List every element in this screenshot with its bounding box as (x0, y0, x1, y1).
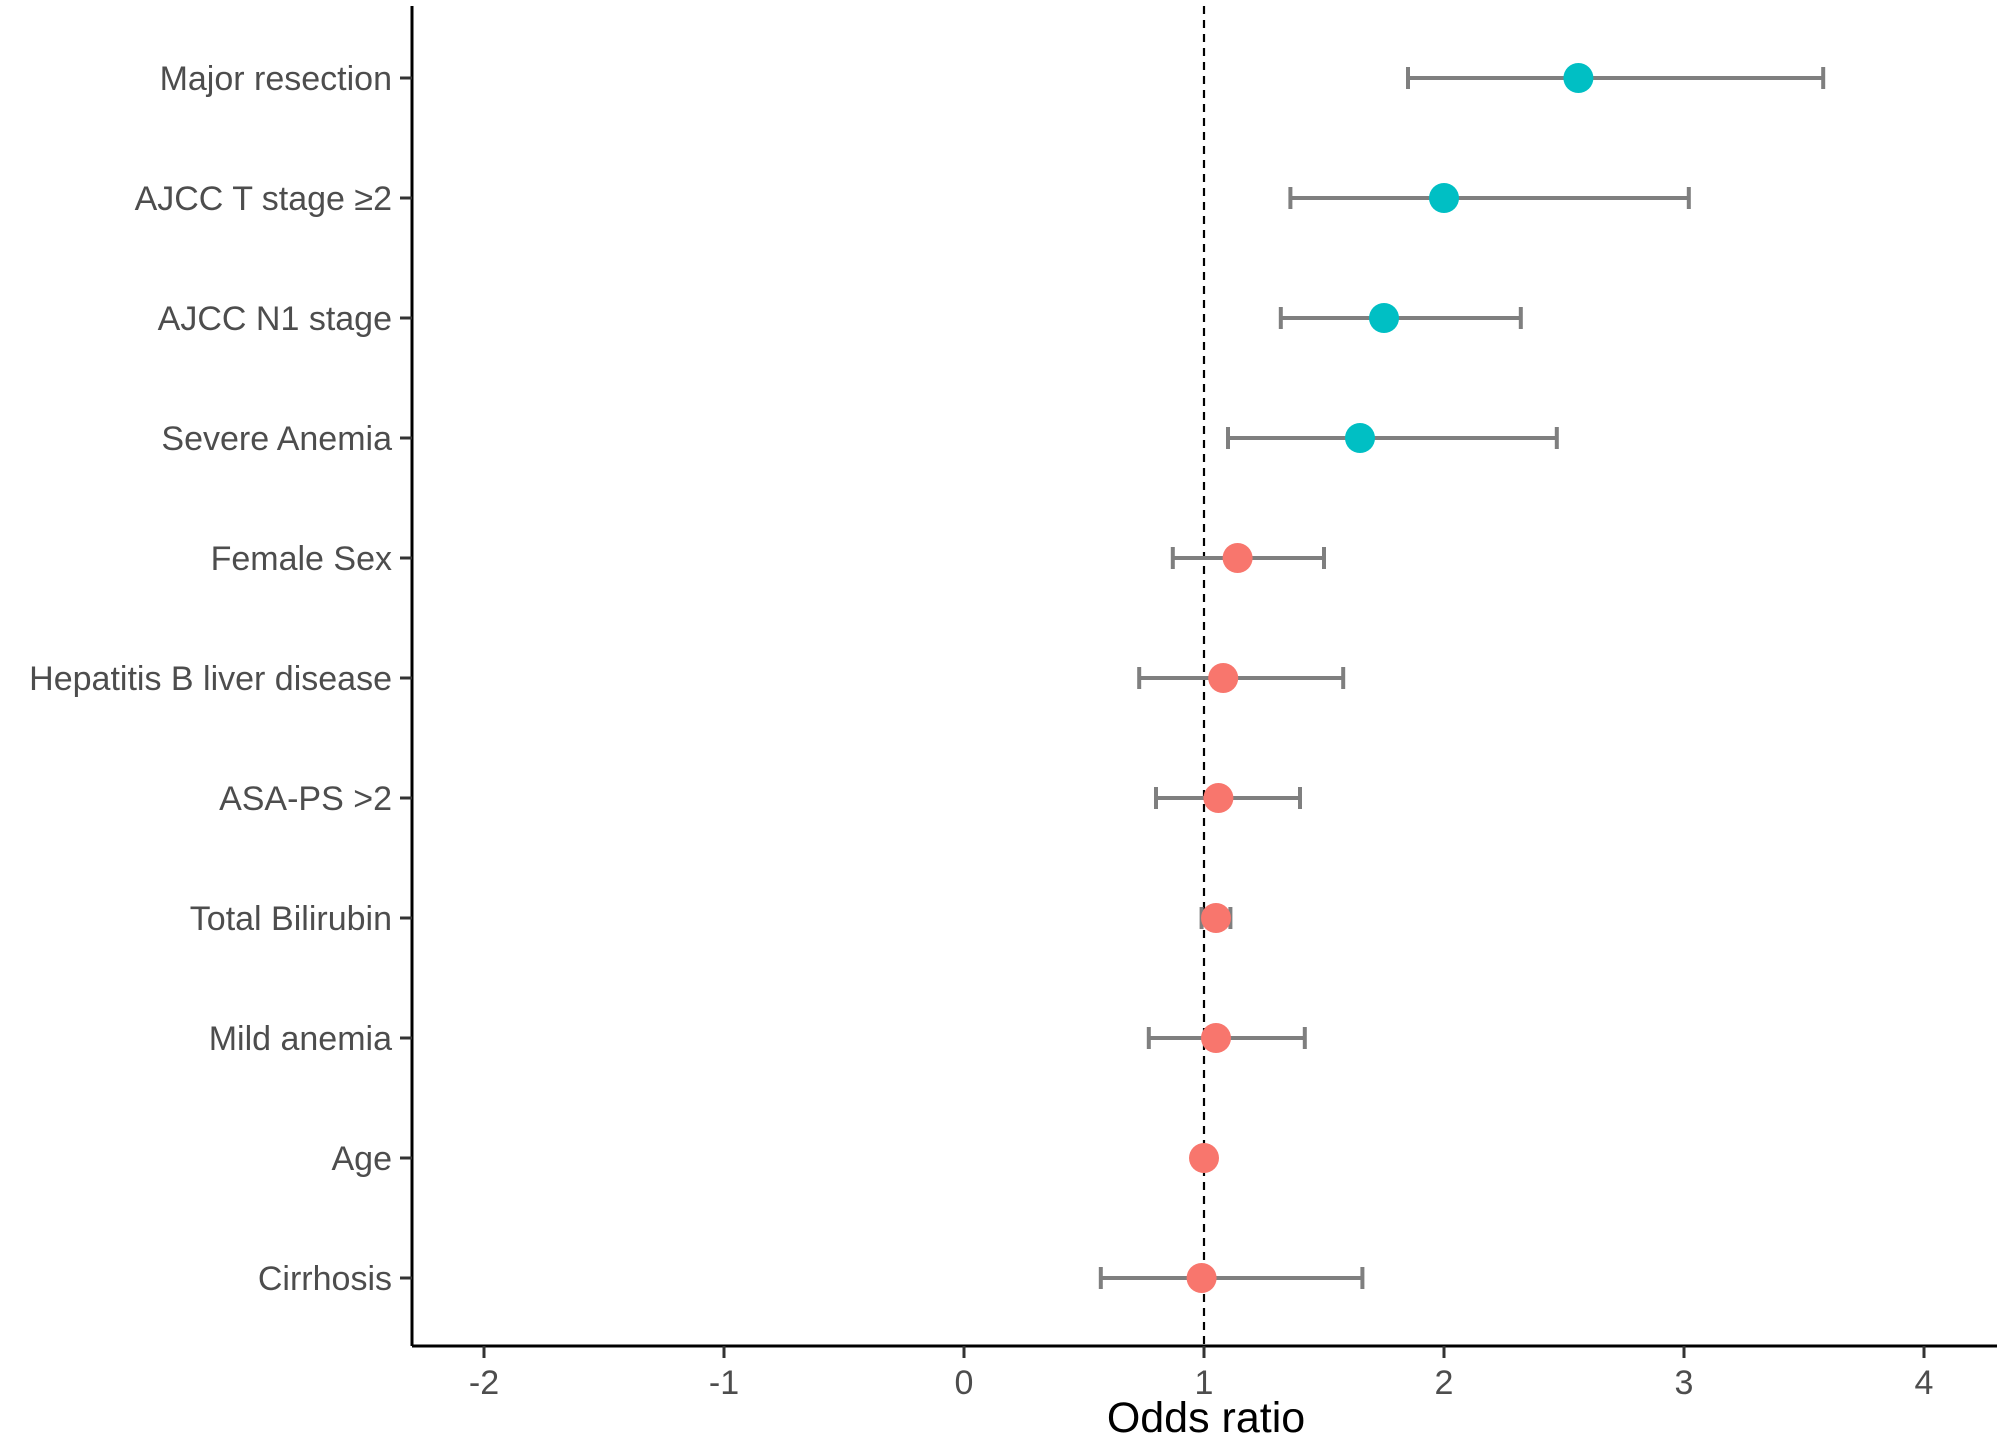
error-bar (1278, 307, 1523, 329)
category-label: AJCC N1 stage (158, 300, 392, 338)
point-estimate (1222, 543, 1253, 573)
point-estimate (1203, 783, 1234, 813)
category-label: Female Sex (211, 540, 392, 578)
y-ticks-layer: Major resection AJCC T stage ≥2 AJCC N1 st… (29, 60, 412, 1298)
point-estimate (1208, 663, 1239, 693)
x-tick-label: 2 (1435, 1364, 1454, 1402)
category-label: ASA-PS >2 (219, 780, 392, 818)
category-label: Age (332, 1140, 393, 1178)
error-bar (1226, 427, 1559, 449)
x-tick-label: -1 (709, 1364, 739, 1402)
point-estimate (1186, 1263, 1217, 1293)
point-estimate (1369, 303, 1399, 333)
category-label: Severe Anemia (161, 420, 392, 458)
x-tick-label: -2 (469, 1364, 499, 1402)
category-label: Major resection (160, 60, 392, 98)
category-label: Cirrhosis (258, 1260, 392, 1298)
point-estimate (1563, 63, 1594, 93)
category-label: Total Bilirubin (190, 900, 392, 938)
point-estimate (1345, 423, 1375, 453)
category-label: Hepatitis B liver disease (29, 660, 392, 698)
x-tick-label: 1 (1195, 1364, 1214, 1402)
category-label: AJCC T stage ≥2 (135, 180, 392, 218)
points-layer (1186, 63, 1594, 1293)
error-bar (1137, 667, 1346, 689)
x-ticks-layer: -2 -1 0 1 2 3 4 (469, 1346, 1934, 1402)
x-tick-label: 3 (1675, 1364, 1694, 1402)
x-tick-label: 4 (1915, 1364, 1934, 1402)
category-label: Mild anemia (209, 1020, 392, 1058)
point-estimate (1429, 183, 1459, 213)
x-tick-label: 0 (955, 1364, 974, 1402)
error-bar (1288, 187, 1691, 209)
point-estimate (1201, 1023, 1231, 1053)
point-estimate (1201, 903, 1231, 933)
error-bar (1098, 1267, 1365, 1289)
point-estimate (1189, 1143, 1219, 1173)
error-bar (1406, 67, 1826, 89)
x-axis-title: Odds ratio (1107, 1394, 1305, 1442)
